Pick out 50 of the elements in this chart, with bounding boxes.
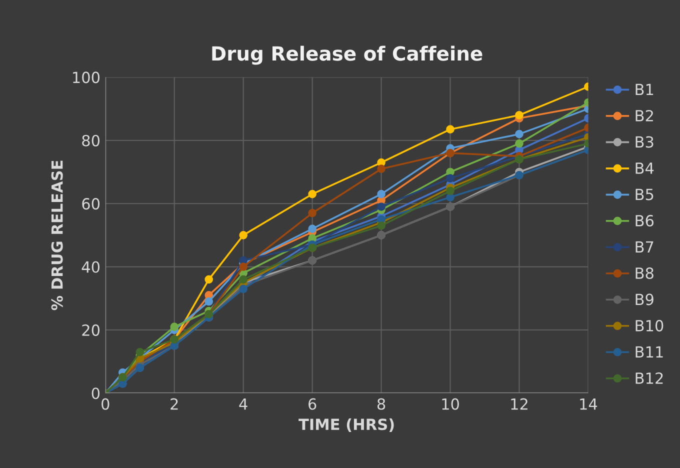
point [377,164,386,173]
point [515,139,524,148]
y-tick-label: 100 [73,72,100,84]
chart-title: Drug Release of Caffeine [212,46,482,65]
legend-label: B5 [636,188,654,200]
legend-label: B2 [636,110,653,122]
legend-label: B10 [636,320,664,332]
point [308,208,316,218]
point [239,284,248,294]
legend-label: B4 [636,162,654,174]
y-tick-label: 0 [92,388,100,400]
legend-label: B8 [636,267,654,279]
point [239,231,248,240]
point [204,297,214,306]
y-tick-label: 40 [82,261,100,273]
point [446,186,454,196]
y-tick-label: 20 [82,324,100,336]
legend-label: B12 [636,372,663,384]
x-tick-label: 2 [170,398,178,410]
x-tick-label: 4 [239,398,248,410]
point [239,262,248,271]
point [446,125,454,134]
point [515,130,524,138]
legend-label: B6 [636,214,654,226]
point [446,174,454,182]
point [377,222,386,230]
point [170,322,179,331]
point [377,202,386,211]
x-tick-label: 0 [102,398,110,410]
x-tick-label: 10 [442,398,459,410]
point [239,275,248,284]
point [308,224,316,234]
legend-label: B9 [636,294,654,306]
legend-label: B11 [636,346,663,358]
x-tick-label: 12 [511,398,528,410]
point [136,348,144,356]
legend-label: B7 [636,241,654,253]
x-tick-label: 14 [580,398,598,410]
x-tick-label: 6 [308,398,316,410]
x-tick-label: 8 [377,398,386,410]
y-axis-title: % DRUG RELEASE [51,160,63,310]
point [377,190,386,198]
legend-label: B1 [636,84,654,96]
point [515,110,524,120]
y-tick-label: 80 [82,134,100,146]
point [204,275,214,284]
y-tick-label: 60 [82,198,100,210]
legend-label: B3 [636,136,654,148]
x-axis-title: TIME (HRS) [298,418,394,432]
point [308,190,316,198]
